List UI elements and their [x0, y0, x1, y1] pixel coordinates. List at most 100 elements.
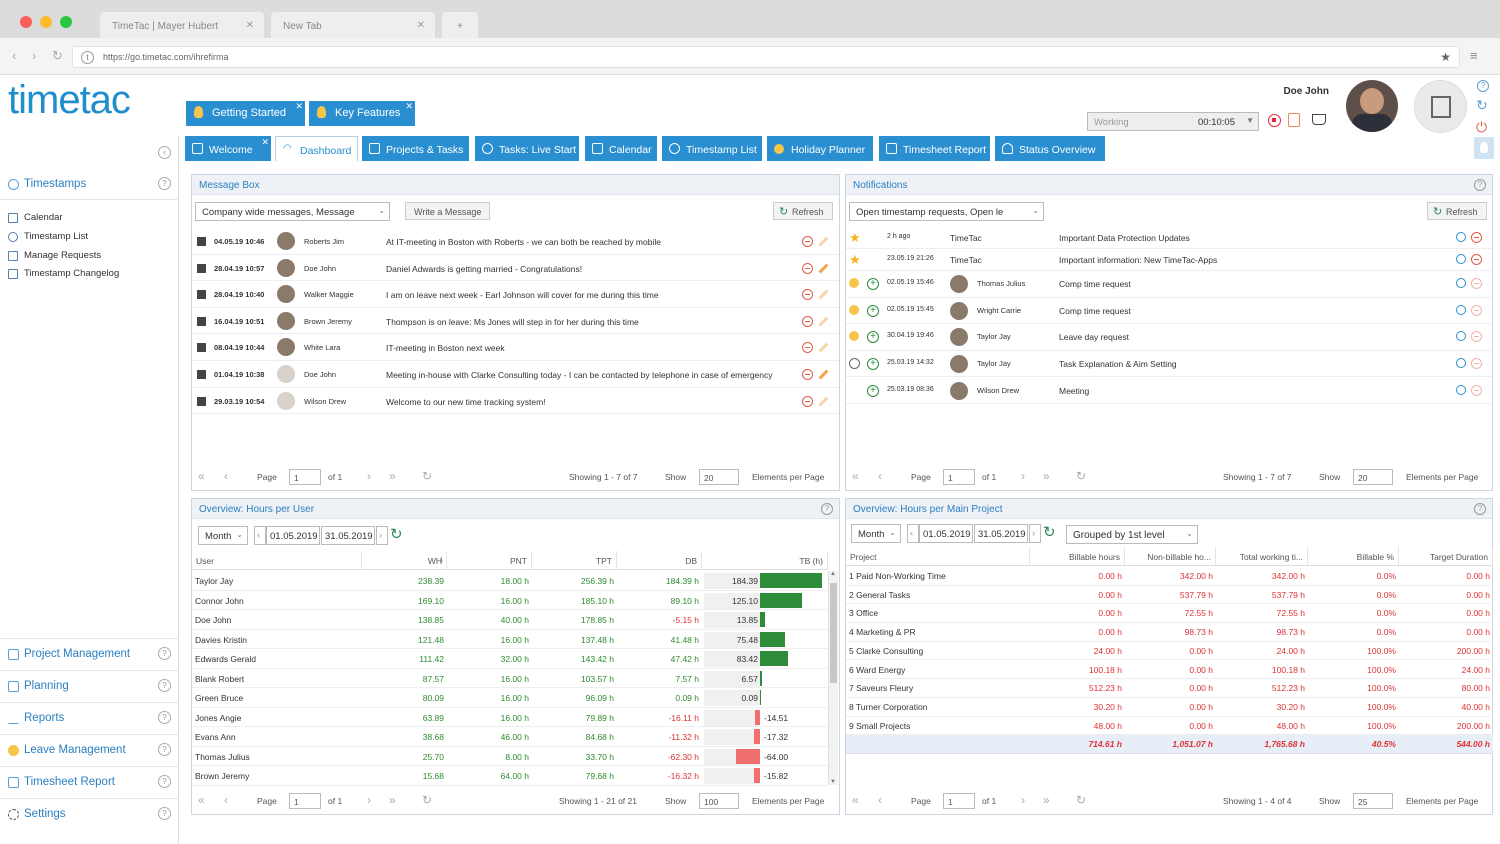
sidebar-section-settings[interactable]: Settings?	[0, 798, 179, 829]
table-row[interactable]: 6 Ward Energy 100.18 h 0.00 h 100.18 h 100.0…	[846, 661, 1493, 680]
first-page-icon[interactable]: «	[198, 793, 205, 807]
column-header-project[interactable]: Project	[846, 547, 1030, 566]
help-icon[interactable]: ?	[821, 503, 833, 515]
bookmark-star-icon[interactable]: ★	[1440, 50, 1451, 64]
last-page-icon[interactable]: »	[389, 793, 396, 807]
approve-icon[interactable]: +	[867, 358, 879, 371]
reload-icon[interactable]: ↻	[1076, 793, 1087, 807]
edit-note-icon[interactable]	[1288, 113, 1300, 127]
help-icon[interactable]: ?	[158, 711, 171, 724]
table-row[interactable]: 3 Office 0.00 h 72.55 h 72.55 h 0.0% 0.00 h	[846, 604, 1493, 624]
table-row[interactable]: Blank Robert 87.57 16.00 h 103.57 h 7.57 h 6.…	[192, 669, 828, 688]
page-input[interactable]: 1	[289, 793, 321, 809]
table-row[interactable]: Green Bruce 80.09 16.00 h 96.09 h 0.09 h 0.09	[192, 688, 828, 708]
prev-period-icon[interactable]: ‹	[254, 526, 266, 545]
notification-row[interactable]: +25.03.19 08:36 Wilson Drew Meeting	[846, 377, 1492, 404]
help-icon[interactable]: ?	[158, 775, 171, 788]
reload-icon[interactable]: ↻	[1076, 469, 1087, 483]
prev-page-icon[interactable]: ‹	[878, 793, 882, 807]
last-page-icon[interactable]: »	[1043, 469, 1050, 483]
notification-row[interactable]: ★ 23.05.19 21:26 TimeTac Important informat…	[846, 249, 1492, 271]
refresh-button[interactable]: ↻ Refresh	[773, 202, 833, 220]
write-message-button[interactable]: Write a Message	[405, 202, 491, 220]
delete-icon[interactable]	[1471, 358, 1482, 370]
column-header-total-working-ti[interactable]: Total working ti...	[1216, 547, 1308, 566]
prev-period-icon[interactable]: ‹	[907, 524, 919, 543]
sort-down-icon[interactable]: ↓	[439, 554, 444, 565]
close-tab-icon[interactable]: ✕	[245, 20, 254, 31]
getting-started-button[interactable]: Getting Started ✕	[186, 101, 305, 126]
table-scrollbar[interactable]: ▲ ▼	[828, 571, 838, 785]
approve-icon[interactable]: +	[867, 278, 879, 291]
delete-icon[interactable]	[1471, 331, 1482, 343]
notification-filter-select[interactable]: Open timestamp requests, Open le ⌄	[849, 202, 1044, 221]
next-period-icon[interactable]: ›	[376, 526, 388, 545]
new-tab-button[interactable]: +	[442, 12, 478, 38]
forward-icon[interactable]: ›	[32, 48, 37, 63]
search-icon[interactable]	[1456, 232, 1466, 242]
tab-calendar[interactable]: Calendar	[585, 136, 657, 161]
per-page-select[interactable]: 20	[1353, 469, 1393, 485]
page-input[interactable]: 1	[943, 793, 975, 809]
refresh-icon[interactable]: ↻	[1043, 524, 1056, 541]
last-page-icon[interactable]: »	[389, 469, 396, 483]
search-icon[interactable]	[1456, 331, 1466, 342]
table-row[interactable]: 8 Turner Corporation 30.20 h 0.00 h 30.20 h…	[846, 698, 1493, 717]
help-icon[interactable]: ?	[158, 177, 171, 190]
edit-pencil-icon[interactable]	[818, 316, 829, 327]
sidebar-section-planning[interactable]: Planning?	[0, 670, 179, 701]
message-row[interactable]: 08.04.19 10:44 White Lara IT-meeting in Bo…	[192, 334, 839, 361]
delete-icon[interactable]	[1471, 232, 1482, 243]
last-page-icon[interactable]: »	[1043, 793, 1050, 807]
date-from-input[interactable]: 01.05.2019	[266, 526, 320, 545]
tab-timesheet-report[interactable]: Timesheet Report	[879, 136, 990, 161]
column-header-billable-%[interactable]: Billable %	[1308, 547, 1399, 566]
notification-row[interactable]: ★ 2 h ago TimeTac Important Data Protection…	[846, 227, 1492, 249]
sidebar-section-timestamps[interactable]: Timestamps?	[0, 169, 179, 200]
page-input[interactable]: 1	[943, 469, 975, 485]
prev-page-icon[interactable]: ‹	[224, 469, 228, 483]
edit-pencil-icon[interactable]	[818, 342, 829, 353]
tab-projects-tasks[interactable]: Projects & Tasks	[362, 136, 469, 161]
first-page-icon[interactable]: «	[852, 469, 859, 483]
tab-dashboard[interactable]: ◠ Dashboard	[275, 136, 358, 161]
column-header-non-billable-ho[interactable]: Non-billable ho...	[1125, 547, 1216, 566]
message-filter-select[interactable]: Company wide messages, Message ⌄	[195, 202, 390, 221]
edit-pencil-icon[interactable]	[818, 236, 829, 247]
first-page-icon[interactable]: «	[852, 793, 859, 807]
prev-page-icon[interactable]: ‹	[224, 793, 228, 807]
sidebar-item-timestamp-list[interactable]: Timestamp List	[8, 231, 88, 242]
search-icon[interactable]	[1456, 384, 1466, 395]
help-icon[interactable]: ?	[158, 743, 171, 756]
collapse-sidebar-icon[interactable]: ‹	[158, 146, 171, 159]
edit-pencil-icon[interactable]	[818, 396, 829, 407]
table-row[interactable]: Taylor Jay 238.39 18.00 h 256.39 h 184.39 h 1…	[192, 571, 828, 591]
menu-icon[interactable]: ≡	[1470, 48, 1478, 63]
help-icon[interactable]: ?	[1477, 80, 1489, 92]
prev-page-icon[interactable]: ‹	[878, 469, 882, 483]
per-page-select[interactable]: 100	[699, 793, 739, 809]
per-page-select[interactable]: 20	[699, 469, 739, 485]
column-header-tpt[interactable]: TPT	[532, 551, 617, 570]
column-header-db[interactable]: DB	[617, 551, 702, 570]
message-row[interactable]: 16.04.19 10:51 Brown Jeremy Thompson is on…	[192, 308, 839, 335]
table-row[interactable]: Doe John 138.85 40.00 h 178.85 h -5.15 h 13.8…	[192, 610, 828, 630]
work-status-select[interactable]: Working 00:10:05 ▼	[1087, 112, 1259, 131]
search-icon[interactable]	[1456, 358, 1466, 369]
power-icon[interactable]: ⏻	[1476, 119, 1488, 135]
delete-icon[interactable]	[802, 315, 813, 327]
notification-row[interactable]: +02.05.19 15:46 Thomas Julius Comp time re…	[846, 271, 1492, 298]
site-info-icon[interactable]: t	[81, 51, 94, 64]
edit-pencil-icon[interactable]	[818, 289, 829, 300]
per-page-select[interactable]: 25	[1353, 793, 1393, 809]
column-header-target-duration[interactable]: Target Duration	[1399, 547, 1493, 566]
search-icon[interactable]	[1456, 254, 1466, 264]
close-icon[interactable]: ✕	[261, 137, 269, 147]
column-header-tb-h[interactable]: TB (h)	[702, 551, 828, 570]
sidebar-section-reports[interactable]: Reports?	[0, 702, 179, 733]
next-period-icon[interactable]: ›	[1029, 524, 1041, 543]
close-icon[interactable]: ✕	[295, 101, 303, 111]
message-row[interactable]: 28.04.19 10:40 Walker Maggie I am on leave…	[192, 281, 839, 308]
close-icon[interactable]: ✕	[405, 101, 413, 111]
back-icon[interactable]: ‹	[12, 48, 17, 63]
